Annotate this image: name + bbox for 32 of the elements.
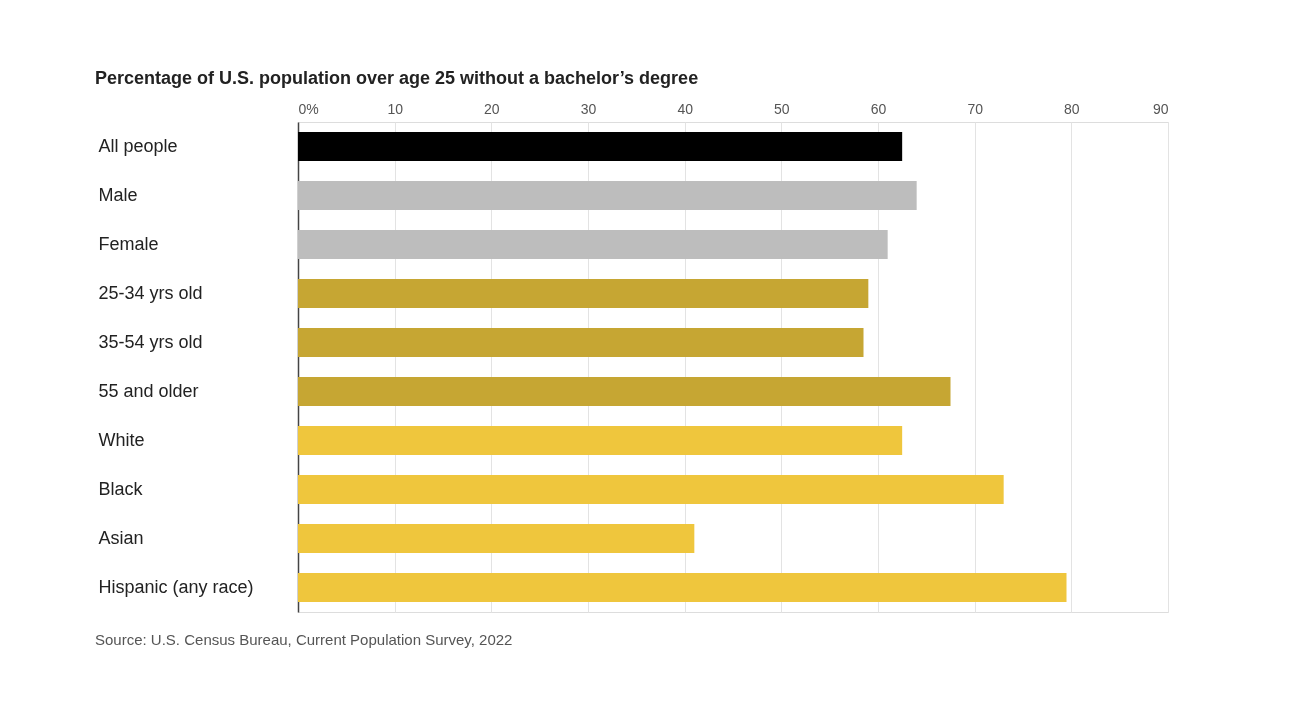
bar (298, 279, 869, 308)
x-tick-label: 0% (298, 100, 319, 117)
x-tick-label: 10 (387, 100, 404, 117)
chart-title: Percentage of U.S. population over age 25 without a bachelor’s degree (95, 68, 699, 88)
x-tick-label: 90 (1152, 100, 1169, 117)
y-tick-label: Female (98, 233, 159, 254)
y-tick-label: White (98, 429, 145, 450)
bar (298, 328, 864, 357)
bar (298, 132, 903, 161)
y-tick-label: All people (98, 135, 178, 156)
bar (298, 475, 1004, 504)
bar (298, 181, 917, 210)
x-tick-label: 60 (870, 100, 887, 117)
y-tick-label: Hispanic (any race) (98, 576, 254, 597)
x-tick-label: 20 (484, 100, 500, 117)
y-tick-label: Black (98, 478, 144, 499)
y-tick-label: 55 and older (98, 380, 199, 401)
x-tick-label: 30 (580, 100, 597, 117)
bar (298, 426, 903, 455)
bar (298, 377, 951, 406)
x-tick-label: 80 (1064, 100, 1080, 117)
bar (298, 573, 1067, 602)
y-tick-label: 25-34 yrs old (98, 282, 203, 303)
y-tick-label: Asian (98, 527, 144, 548)
y-tick-label: 35-54 yrs old (98, 331, 203, 352)
x-tick-label: 40 (677, 100, 694, 117)
bar (298, 230, 888, 259)
x-tick-label: 70 (967, 100, 984, 117)
y-tick-label: Male (98, 184, 138, 205)
x-tick-label: 50 (774, 100, 790, 117)
bar (298, 524, 695, 553)
source-note: Source: U.S. Census Bureau, Current Population Survey, 2022 (95, 631, 513, 648)
